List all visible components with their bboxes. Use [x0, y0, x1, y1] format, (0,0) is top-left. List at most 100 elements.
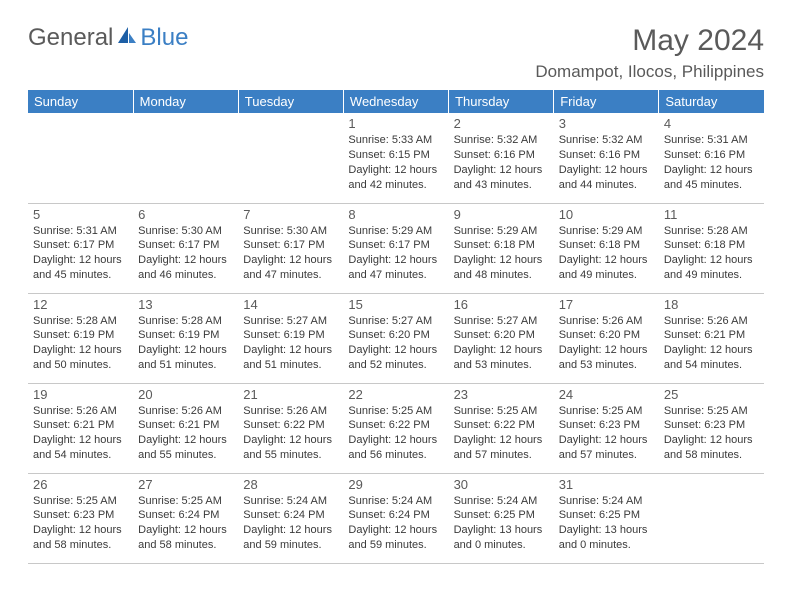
day-info: Sunrise: 5:24 AMSunset: 6:25 PMDaylight:…	[454, 494, 549, 553]
calendar-cell: 30 Sunrise: 5:24 AMSunset: 6:25 PMDayligh…	[449, 473, 554, 563]
calendar-cell: 18 Sunrise: 5:26 AMSunset: 6:21 PMDayligh…	[659, 293, 764, 383]
day-number: 30	[454, 477, 549, 492]
day-info: Sunrise: 5:30 AMSunset: 6:17 PMDaylight:…	[138, 224, 233, 283]
brand-blue: Blue	[140, 24, 188, 52]
calendar-body: 1Sunrise: 5:33 AMSunset: 6:15 PMDaylight…	[28, 113, 764, 563]
title-block: May 2024 Domampot, Ilocos, Philippines	[535, 24, 764, 82]
day-info: Sunrise: 5:32 AMSunset: 6:16 PMDaylight:…	[454, 133, 549, 192]
day-info: Sunrise: 5:30 AMSunset: 6:17 PMDaylight:…	[243, 224, 338, 283]
calendar-cell: 26 Sunrise: 5:25 AMSunset: 6:23 PMDayligh…	[28, 473, 133, 563]
day-info: Sunrise: 5:29 AMSunset: 6:18 PMDaylight:…	[559, 224, 654, 283]
calendar-cell: 12Sunrise: 5:28 AMSunset: 6:19 PMDayligh…	[28, 293, 133, 383]
weekday-header: Monday	[133, 90, 238, 113]
day-info: Sunrise: 5:25 AMSunset: 6:23 PMDaylight:…	[559, 404, 654, 463]
day-number: 26	[33, 477, 128, 492]
weekday-header: Saturday	[659, 90, 764, 113]
calendar-cell: 15Sunrise: 5:27 AMSunset: 6:20 PMDayligh…	[343, 293, 448, 383]
day-info: Sunrise: 5:26 AMSunset: 6:21 PMDaylight:…	[138, 404, 233, 463]
day-info: Sunrise: 5:25 AMSunset: 6:22 PMDaylight:…	[454, 404, 549, 463]
weekday-header: Friday	[554, 90, 659, 113]
calendar-cell: 22 Sunrise: 5:25 AMSunset: 6:22 PMDayligh…	[343, 383, 448, 473]
calendar-cell: 6Sunrise: 5:30 AMSunset: 6:17 PMDaylight…	[133, 203, 238, 293]
day-number: 4	[664, 116, 759, 131]
day-number: 17	[559, 297, 654, 312]
day-info: Sunrise: 5:24 AMSunset: 6:24 PMDaylight:…	[348, 494, 443, 553]
day-number: 16	[454, 297, 549, 312]
day-number: 22	[348, 387, 443, 402]
day-number: 10	[559, 207, 654, 222]
day-number: 9	[454, 207, 549, 222]
calendar-cell	[659, 473, 764, 563]
day-number: 15	[348, 297, 443, 312]
weekday-header: Tuesday	[238, 90, 343, 113]
day-number: 3	[559, 116, 654, 131]
calendar-cell: 24 Sunrise: 5:25 AMSunset: 6:23 PMDayligh…	[554, 383, 659, 473]
day-info: Sunrise: 5:28 AMSunset: 6:19 PMDaylight:…	[33, 314, 128, 373]
calendar-cell: 28 Sunrise: 5:24 AMSunset: 6:24 PMDayligh…	[238, 473, 343, 563]
calendar-header-row: SundayMondayTuesdayWednesdayThursdayFrid…	[28, 90, 764, 113]
calendar-cell: 9 Sunrise: 5:29 AMSunset: 6:18 PMDaylight…	[449, 203, 554, 293]
calendar-cell: 5 Sunrise: 5:31 AMSunset: 6:17 PMDaylight…	[28, 203, 133, 293]
calendar-cell: 7 Sunrise: 5:30 AMSunset: 6:17 PMDaylight…	[238, 203, 343, 293]
day-info: Sunrise: 5:33 AMSunset: 6:15 PMDaylight:…	[348, 133, 443, 192]
calendar-cell	[28, 113, 133, 203]
calendar-cell: 29Sunrise: 5:24 AMSunset: 6:24 PMDayligh…	[343, 473, 448, 563]
calendar-cell: 23 Sunrise: 5:25 AMSunset: 6:22 PMDayligh…	[449, 383, 554, 473]
day-info: Sunrise: 5:32 AMSunset: 6:16 PMDaylight:…	[559, 133, 654, 192]
calendar-cell: 17 Sunrise: 5:26 AMSunset: 6:20 PMDayligh…	[554, 293, 659, 383]
calendar-cell: 31Sunrise: 5:24 AMSunset: 6:25 PMDayligh…	[554, 473, 659, 563]
day-info: Sunrise: 5:28 AMSunset: 6:18 PMDaylight:…	[664, 224, 759, 283]
day-info: Sunrise: 5:31 AMSunset: 6:17 PMDaylight:…	[33, 224, 128, 283]
day-info: Sunrise: 5:25 AMSunset: 6:23 PMDaylight:…	[664, 404, 759, 463]
day-info: Sunrise: 5:24 AMSunset: 6:24 PMDaylight:…	[243, 494, 338, 553]
day-number: 7	[243, 207, 338, 222]
day-number: 2	[454, 116, 549, 131]
calendar-cell: 8Sunrise: 5:29 AMSunset: 6:17 PMDaylight…	[343, 203, 448, 293]
month-title: May 2024	[535, 24, 764, 58]
sail-icon	[116, 24, 138, 52]
day-number: 5	[33, 207, 128, 222]
day-info: Sunrise: 5:26 AMSunset: 6:22 PMDaylight:…	[243, 404, 338, 463]
day-info: Sunrise: 5:28 AMSunset: 6:19 PMDaylight:…	[138, 314, 233, 373]
day-number: 18	[664, 297, 759, 312]
day-info: Sunrise: 5:26 AMSunset: 6:21 PMDaylight:…	[664, 314, 759, 373]
day-info: Sunrise: 5:25 AMSunset: 6:22 PMDaylight:…	[348, 404, 443, 463]
brand-general: General	[28, 24, 113, 52]
day-number: 25	[664, 387, 759, 402]
calendar-cell: 4 Sunrise: 5:31 AMSunset: 6:16 PMDaylight…	[659, 113, 764, 203]
brand-logo: General Blue	[28, 24, 188, 52]
day-number: 19	[33, 387, 128, 402]
day-number: 28	[243, 477, 338, 492]
day-info: Sunrise: 5:27 AMSunset: 6:19 PMDaylight:…	[243, 314, 338, 373]
calendar-cell: 27 Sunrise: 5:25 AMSunset: 6:24 PMDayligh…	[133, 473, 238, 563]
weekday-header: Thursday	[449, 90, 554, 113]
calendar-cell: 3 Sunrise: 5:32 AMSunset: 6:16 PMDaylight…	[554, 113, 659, 203]
calendar-cell: 1Sunrise: 5:33 AMSunset: 6:15 PMDaylight…	[343, 113, 448, 203]
day-number: 31	[559, 477, 654, 492]
day-number: 11	[664, 207, 759, 222]
calendar-cell: 19 Sunrise: 5:26 AMSunset: 6:21 PMDayligh…	[28, 383, 133, 473]
day-number: 23	[454, 387, 549, 402]
calendar-cell	[133, 113, 238, 203]
day-info: Sunrise: 5:25 AMSunset: 6:24 PMDaylight:…	[138, 494, 233, 553]
calendar-cell: 13Sunrise: 5:28 AMSunset: 6:19 PMDayligh…	[133, 293, 238, 383]
day-info: Sunrise: 5:27 AMSunset: 6:20 PMDaylight:…	[454, 314, 549, 373]
weekday-header: Wednesday	[343, 90, 448, 113]
calendar-cell: 25 Sunrise: 5:25 AMSunset: 6:23 PMDayligh…	[659, 383, 764, 473]
page-header: General Blue May 2024 Domampot, Ilocos, …	[28, 24, 764, 82]
calendar-cell: 21Sunrise: 5:26 AMSunset: 6:22 PMDayligh…	[238, 383, 343, 473]
day-number: 14	[243, 297, 338, 312]
calendar-cell: 10 Sunrise: 5:29 AMSunset: 6:18 PMDayligh…	[554, 203, 659, 293]
calendar-cell: 2 Sunrise: 5:32 AMSunset: 6:16 PMDaylight…	[449, 113, 554, 203]
calendar-page: General Blue May 2024 Domampot, Ilocos, …	[0, 0, 792, 584]
day-info: Sunrise: 5:29 AMSunset: 6:18 PMDaylight:…	[454, 224, 549, 283]
calendar-cell: 20Sunrise: 5:26 AMSunset: 6:21 PMDayligh…	[133, 383, 238, 473]
day-info: Sunrise: 5:25 AMSunset: 6:23 PMDaylight:…	[33, 494, 128, 553]
calendar-table: SundayMondayTuesdayWednesdayThursdayFrid…	[28, 90, 764, 564]
day-info: Sunrise: 5:31 AMSunset: 6:16 PMDaylight:…	[664, 133, 759, 192]
day-info: Sunrise: 5:26 AMSunset: 6:20 PMDaylight:…	[559, 314, 654, 373]
day-number: 27	[138, 477, 233, 492]
day-number: 24	[559, 387, 654, 402]
day-info: Sunrise: 5:29 AMSunset: 6:17 PMDaylight:…	[348, 224, 443, 283]
day-info: Sunrise: 5:26 AMSunset: 6:21 PMDaylight:…	[33, 404, 128, 463]
